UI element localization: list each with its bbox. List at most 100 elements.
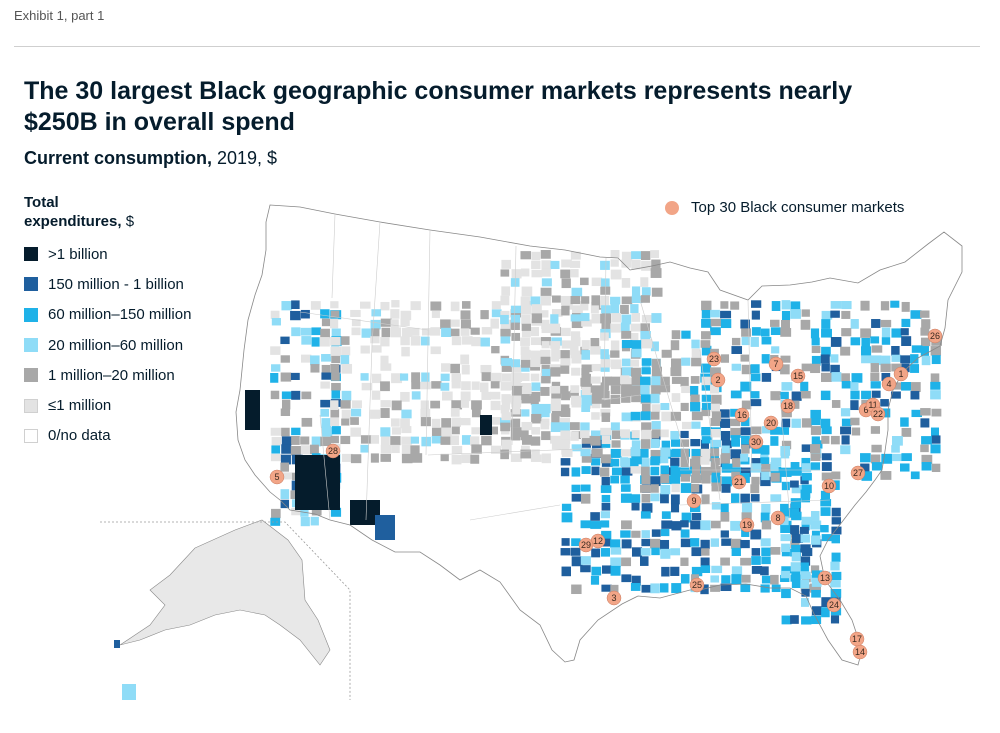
legend-label: 20 million–60 million — [48, 336, 184, 354]
county-cell — [581, 296, 590, 304]
county-cell — [601, 440, 611, 448]
county-cell — [571, 584, 582, 595]
county-cell — [270, 346, 281, 355]
county-cell — [570, 314, 581, 322]
county-cell — [691, 456, 703, 465]
county-cell — [920, 418, 930, 428]
county-cell — [550, 367, 561, 377]
market-marker: 20 — [763, 415, 779, 431]
county-cell — [631, 440, 641, 448]
county-cell — [621, 557, 632, 567]
county-cell — [780, 355, 791, 363]
county-cell — [491, 301, 501, 310]
county-cell — [441, 363, 451, 372]
county-cell — [850, 390, 860, 400]
county-cell — [650, 250, 660, 259]
county-cell — [620, 375, 630, 384]
county-cell — [610, 340, 620, 351]
legend-item: 60 million–150 million — [24, 300, 191, 330]
county-cell — [511, 372, 523, 383]
county-cell — [500, 404, 510, 414]
county-cell — [310, 364, 320, 373]
county-cell — [861, 346, 872, 356]
county-cell — [830, 364, 840, 374]
county-cell — [300, 508, 309, 517]
county-cell — [550, 422, 562, 433]
county-cell — [640, 331, 651, 341]
county-cell — [571, 367, 581, 376]
county-cell — [331, 382, 341, 391]
county-cell — [880, 363, 891, 372]
county-cell — [701, 300, 712, 311]
county-cell — [790, 480, 799, 488]
county-cell — [311, 436, 322, 447]
county-cell — [700, 439, 709, 450]
county-cell — [561, 503, 572, 511]
county-cell — [641, 530, 650, 538]
county-cell — [271, 508, 281, 519]
county-cell — [451, 336, 462, 346]
county-cell — [751, 300, 762, 308]
county-cell — [650, 484, 659, 493]
county-cell — [451, 381, 461, 389]
county-cell — [631, 340, 642, 350]
county-cell — [640, 376, 651, 386]
county-cell — [741, 435, 750, 445]
county-cell — [671, 393, 681, 403]
county-cell — [880, 319, 892, 328]
county-cell — [670, 439, 681, 447]
county-cell — [571, 484, 581, 493]
county-cell — [711, 411, 722, 422]
county-cell — [810, 583, 822, 593]
county-cell — [701, 408, 711, 417]
county-cell — [661, 440, 671, 450]
county-cell — [751, 327, 761, 336]
county-cell — [300, 327, 312, 336]
county-cell — [641, 367, 651, 375]
county-cell — [700, 539, 710, 549]
county-cell — [820, 390, 831, 401]
county-cell — [630, 323, 641, 332]
county-cell — [721, 445, 730, 454]
county-cell — [661, 566, 670, 577]
county-cell — [751, 476, 760, 485]
county-cell — [641, 538, 651, 547]
county-cell — [280, 355, 290, 363]
county-cell — [361, 328, 373, 338]
county-cell — [691, 512, 702, 521]
county-cell — [570, 345, 579, 355]
county-cell — [831, 552, 841, 562]
county-cell — [670, 358, 682, 368]
county-cell — [301, 417, 313, 427]
county-cell — [350, 454, 362, 464]
county-cell — [590, 376, 601, 384]
county-cell — [631, 530, 641, 538]
county-cell — [761, 426, 773, 434]
county-cell — [731, 566, 743, 577]
market-marker: 27 — [850, 465, 866, 481]
county-cell — [550, 341, 561, 349]
county-cell — [340, 355, 350, 365]
county-cell — [540, 250, 551, 259]
market-marker: 15 — [790, 368, 806, 384]
county-cell — [500, 417, 511, 426]
market-marker: 9 — [686, 493, 702, 509]
county-cell — [500, 422, 511, 432]
county-cell — [761, 503, 771, 514]
county-cell — [340, 400, 351, 409]
county-cell — [671, 521, 682, 531]
county-cell — [691, 448, 702, 459]
county-cell — [641, 358, 652, 366]
market-marker-dot — [739, 517, 755, 533]
county-cell — [781, 615, 792, 625]
county-cell — [590, 521, 602, 529]
county-cell — [740, 583, 751, 593]
market-rank-label: 2 — [715, 375, 720, 385]
market-rank-label: 4 — [886, 379, 891, 389]
county-cell — [540, 355, 551, 365]
county-cell — [810, 409, 821, 420]
county-cell — [710, 520, 721, 529]
county-cell — [641, 429, 652, 439]
legend-swatch — [24, 338, 38, 353]
county-cell — [601, 399, 611, 408]
